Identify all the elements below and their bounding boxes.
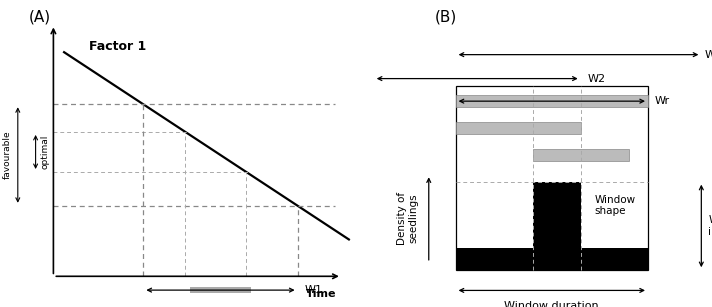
Text: Wr: Wr — [655, 96, 670, 106]
Bar — [456, 86, 648, 270]
Bar — [533, 182, 580, 248]
Text: Window duration: Window duration — [505, 301, 599, 307]
Text: W1: W1 — [305, 285, 323, 295]
Text: Density of
seedlings: Density of seedlings — [397, 192, 418, 245]
Text: Factor 1: Factor 1 — [89, 40, 146, 53]
Text: favourable: favourable — [3, 131, 11, 179]
Text: (B): (B) — [434, 9, 456, 24]
Text: Window
shape: Window shape — [595, 195, 636, 216]
Text: Time: Time — [306, 289, 337, 299]
Text: optimal: optimal — [40, 135, 49, 169]
Bar — [456, 122, 580, 134]
Text: W1: W1 — [705, 50, 712, 60]
Text: W2: W2 — [587, 74, 606, 84]
Bar — [189, 287, 251, 293]
Bar — [456, 95, 648, 107]
Bar — [533, 149, 629, 161]
Bar — [456, 248, 648, 270]
Text: Window
intensity: Window intensity — [708, 215, 712, 237]
Text: (A): (A) — [28, 9, 51, 24]
